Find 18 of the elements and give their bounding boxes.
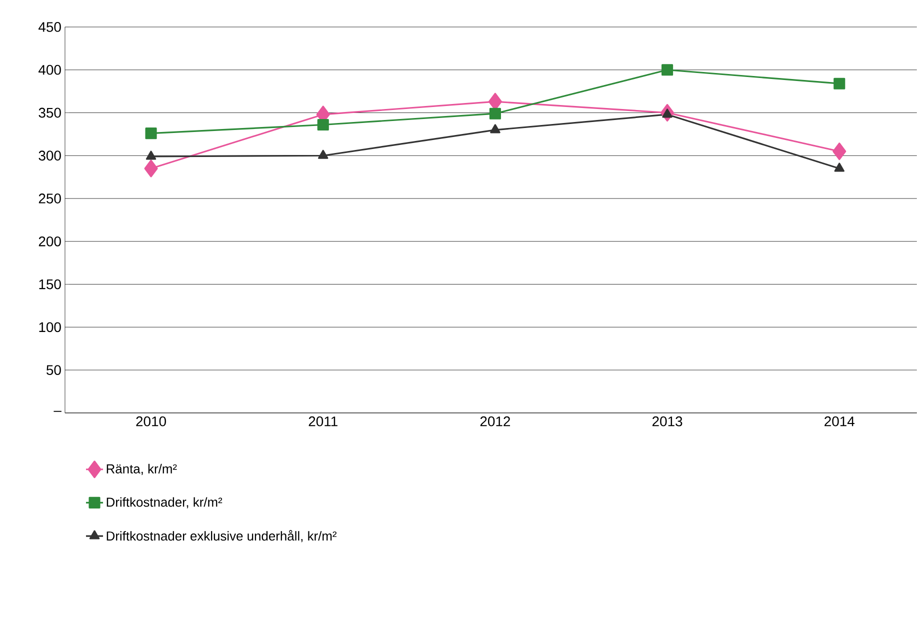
y-tick-label: 200 [38,236,61,246]
y-tick-label: 450 [38,22,61,32]
y-tick-label: 150 [39,279,61,290]
x-tick-label: 2013 [652,416,682,426]
y-tick-label: 350 [38,108,61,118]
x-tick-label: 2014 [824,416,854,426]
y-tick-label: – [54,410,62,412]
x-tick-label: 2010 [136,416,166,426]
legend-label: Ränta, kr/m² [106,464,177,476]
y-tick-label: 50 [46,365,61,376]
y-tick-label: 250 [38,194,61,204]
x-tick-label: 2012 [480,416,510,426]
y-tick-label: 300 [38,150,61,161]
y-tick-label: 400 [38,64,61,75]
x-tick-label: 2011 [308,416,338,426]
legend-label: Driftkostnader exklusive underhåll, kr/m² [106,530,337,542]
legend-label: Driftkostnader, kr/m² [106,497,222,508]
y-tick-label: 100 [39,322,61,332]
